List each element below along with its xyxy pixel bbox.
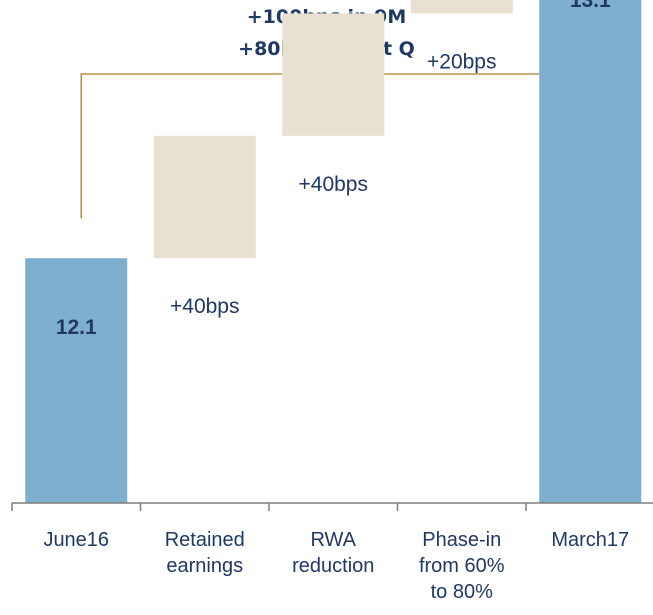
value-labels: 12.1 +40bps +40bps +20bps 13.1 <box>56 0 611 339</box>
category-label-3-1: from 60% <box>419 555 505 577</box>
value-label-1: +40bps <box>170 295 239 318</box>
category-label-1-1: earnings <box>166 555 243 577</box>
value-label-2: +40bps <box>299 173 368 196</box>
category-label-0-0: June16 <box>43 529 109 551</box>
bar-2 <box>282 13 385 136</box>
bar-1 <box>153 135 256 259</box>
bar-3 <box>410 0 513 14</box>
bars <box>25 0 642 503</box>
value-label-4: 13.1 <box>570 0 611 12</box>
category-label-4-0: March17 <box>551 529 629 551</box>
value-label-0: 12.1 <box>56 316 97 339</box>
bar-0 <box>25 258 128 503</box>
category-label-3-0: Phase-in <box>422 529 501 551</box>
value-label-3: +20bps <box>427 50 496 73</box>
bar-4 <box>539 0 642 503</box>
category-label-1-0: Retained <box>165 529 245 551</box>
category-label-3-2: to 80% <box>431 581 493 603</box>
x-axis <box>11 502 653 511</box>
category-label-2-1: reduction <box>292 555 374 577</box>
category-labels: June16 Retained earnings RWA reduction Phase-… <box>43 529 629 603</box>
category-label-2-0: RWA <box>310 529 356 551</box>
